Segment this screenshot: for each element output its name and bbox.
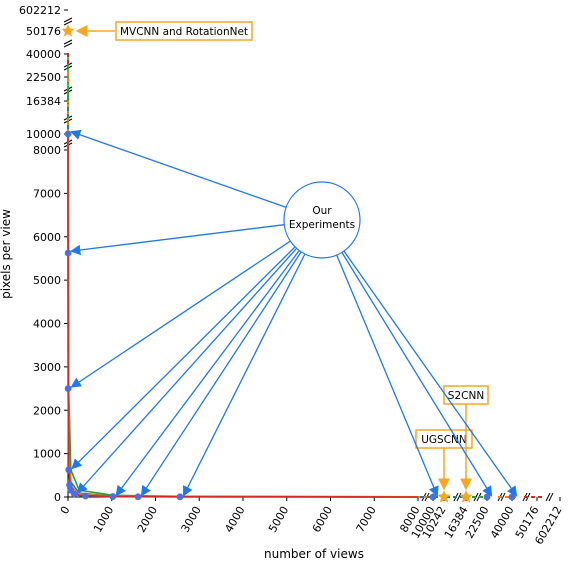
- mvcnn-label-box: [115, 21, 253, 41]
- our-experiments-arrows: [70, 129, 518, 497]
- our-experiment-point: [134, 493, 142, 501]
- series-line-3: [67, 53, 433, 498]
- x-axis-break: [545, 492, 551, 502]
- our-experiments-arrow: [115, 250, 300, 497]
- y-tick-label: 16384: [26, 95, 61, 108]
- mvcnn-label: MVCNN and RotationNet: [120, 26, 248, 38]
- our-experiment-point: [483, 493, 491, 501]
- x-tick-label: 3000: [179, 504, 204, 535]
- our-experiments-arrow: [70, 224, 285, 256]
- y-tick-label: 4000: [33, 318, 61, 331]
- x-tick-label: 0: [58, 504, 73, 517]
- y-axis-label: pixels per view: [0, 209, 13, 299]
- y-tick-label: 602212: [19, 4, 61, 17]
- our-experiment-point: [82, 492, 89, 500]
- our-experiment-point: [65, 466, 73, 474]
- y-ticks: 0 1000 2000 3000 4000 5000 6000 7000 8000 10000 16…: [19, 4, 73, 504]
- y-tick-label: 40000: [26, 48, 61, 61]
- our-experiment-point: [508, 493, 516, 501]
- our-experiments-label-1: Our: [312, 205, 332, 217]
- our-experiments-arrow: [76, 247, 298, 494]
- y-axis-break: [63, 39, 73, 45]
- our-experiment-point: [64, 385, 72, 392]
- x-tick-label: 6000: [310, 504, 335, 535]
- y-tick-label: 22500: [26, 71, 61, 84]
- our-experiment-point: [176, 493, 184, 501]
- our-experiment-point: [66, 481, 73, 489]
- literature-star: [459, 490, 473, 503]
- x-axis-break: [548, 492, 554, 502]
- literature-star: [61, 24, 75, 37]
- x-axis-break: [456, 492, 462, 502]
- x-tick-label: 1000: [91, 504, 116, 535]
- y-tick-label: 0: [54, 491, 61, 504]
- y-tick-label: 50176: [26, 25, 61, 38]
- our-experiment-point: [70, 490, 78, 498]
- series-line-2: [67, 76, 433, 498]
- x-tick-label: 7000: [354, 504, 379, 535]
- our-experiments-arrow: [140, 251, 302, 497]
- x-tick-label: 40000: [488, 504, 517, 541]
- x-axis-label: number of views: [264, 547, 364, 561]
- our-experiments-arrow: [341, 252, 493, 497]
- y-axis-break: [63, 20, 73, 26]
- x-tick-label: 5000: [266, 504, 291, 535]
- series-line-5: [67, 133, 419, 498]
- y-tick-label: 1000: [33, 448, 61, 461]
- our-experiments-arrow: [70, 240, 291, 388]
- our-experiments-arrow: [336, 254, 439, 497]
- our-experiment-point: [64, 249, 72, 257]
- x-tick-label: 2000: [135, 504, 160, 535]
- our-experiment-point: [429, 493, 437, 501]
- s2cnn-label: S2CNN: [448, 390, 484, 402]
- our-experiments-circle: [283, 181, 361, 259]
- our-experiments-arrow: [343, 250, 518, 497]
- y-axis-break: [63, 17, 73, 23]
- literature-star: [437, 490, 451, 503]
- our-experiments-arrow: [183, 253, 306, 497]
- points-layer: [61, 24, 516, 503]
- our-experiment-point: [64, 130, 72, 138]
- y-tick-label: 7000: [33, 187, 61, 200]
- our-experiment-point: [109, 493, 117, 500]
- x-ticks: 0 1000 2000 3000 4000 5000 6000 7000 80001000010…: [58, 492, 565, 547]
- our-experiments-arrow: [71, 246, 296, 470]
- y-tick-label: 10000: [26, 128, 61, 141]
- our-experiments-arrow: [70, 129, 287, 209]
- y-tick-label: 2000: [33, 404, 61, 417]
- x-axis-break: [500, 492, 506, 502]
- y-tick-label: 8000: [33, 144, 61, 157]
- y-axis-break: [63, 42, 73, 48]
- our-experiments-label-2: Experiments: [289, 219, 355, 231]
- y-tick-label: 3000: [33, 361, 61, 374]
- x-tick-label: 4000: [222, 504, 247, 535]
- y-tick-label: 6000: [33, 231, 61, 244]
- y-tick-label: 5000: [33, 274, 61, 287]
